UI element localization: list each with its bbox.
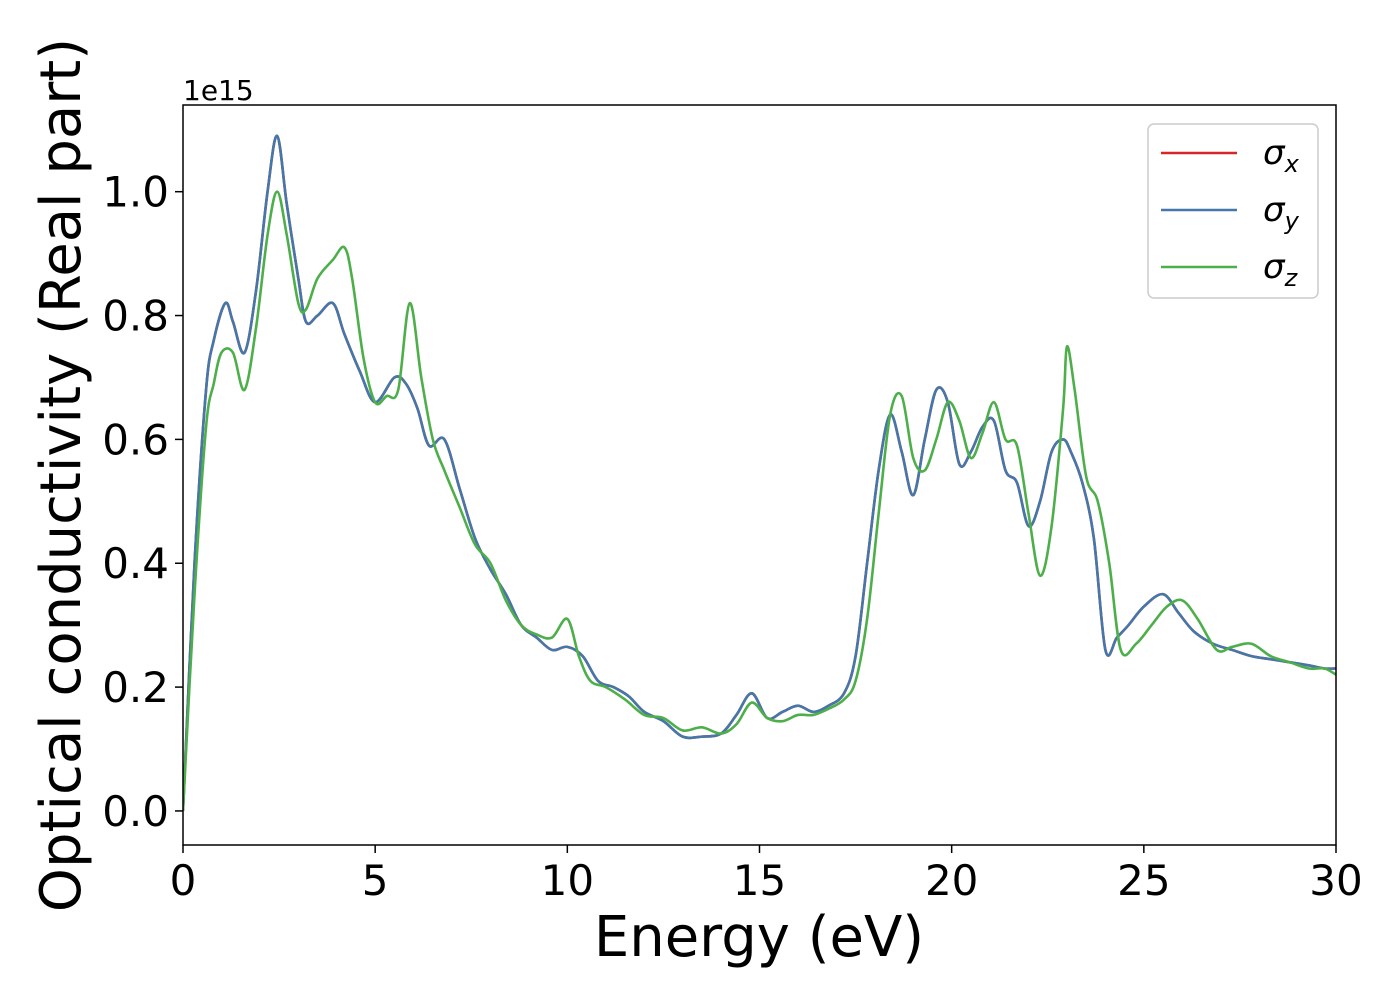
series-layer [183, 134, 1336, 812]
x-tick-label: 10 [541, 856, 594, 905]
series-line-z [183, 190, 1336, 812]
x-tick-label: 5 [362, 856, 389, 905]
x-axis-label: Energy (eV) [594, 905, 924, 970]
legend-label-y: σy [1263, 190, 1300, 235]
x-tick-label: 25 [1117, 856, 1170, 905]
y-tick-label: 0.4 [102, 539, 169, 588]
legend-label-z: σz [1263, 247, 1299, 292]
legend-label-x: σx [1263, 133, 1300, 178]
x-tick-label: 30 [1309, 856, 1362, 905]
y-offset-label: 1e15 [183, 74, 254, 107]
y-axis-label: Optical conductivity (Real part) [29, 38, 94, 912]
y-tick-label: 0.2 [102, 663, 169, 712]
x-axis: 0 5 10 15 20 25 30 [170, 845, 1363, 905]
y-tick-label: 0.6 [102, 415, 169, 464]
y-tick-label: 0.8 [102, 292, 169, 341]
y-axis: 0.0 0.2 0.4 0.6 0.8 1.0 [102, 168, 183, 836]
y-tick-label: 0.0 [102, 787, 169, 836]
y-tick-label: 1.0 [102, 168, 169, 217]
x-tick-label: 15 [733, 856, 786, 905]
legend: σx σy σz [1147, 123, 1319, 299]
x-tick-label: 0 [170, 856, 197, 905]
series-line-y [183, 134, 1336, 812]
x-tick-label: 20 [925, 856, 978, 905]
